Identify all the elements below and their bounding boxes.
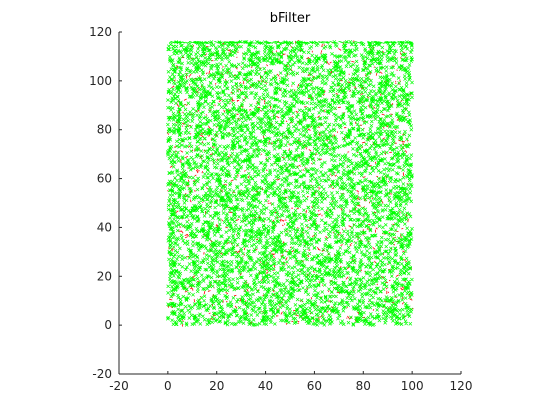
x-tick-label: 60: [307, 379, 322, 393]
chart-title: bFilter: [270, 11, 311, 26]
x-tick-label: 20: [209, 379, 224, 393]
y-tick-label: 40: [97, 220, 112, 234]
y-tick-label: 0: [104, 318, 112, 332]
x-tick-label: 0: [164, 379, 172, 393]
y-tick-label: 100: [89, 74, 112, 88]
x-tick-label: -20: [109, 379, 129, 393]
y-tick-label: 80: [97, 123, 112, 137]
x-tick-label: 120: [450, 379, 473, 393]
y-tick-label: -20: [92, 367, 112, 381]
x-tick-label: 40: [258, 379, 273, 393]
x-tick-label: 100: [401, 379, 424, 393]
x-tick-label: 80: [356, 379, 371, 393]
y-tick-label: 120: [89, 25, 112, 39]
y-tick-label: 20: [97, 269, 112, 283]
y-tick-label: 60: [97, 172, 112, 186]
